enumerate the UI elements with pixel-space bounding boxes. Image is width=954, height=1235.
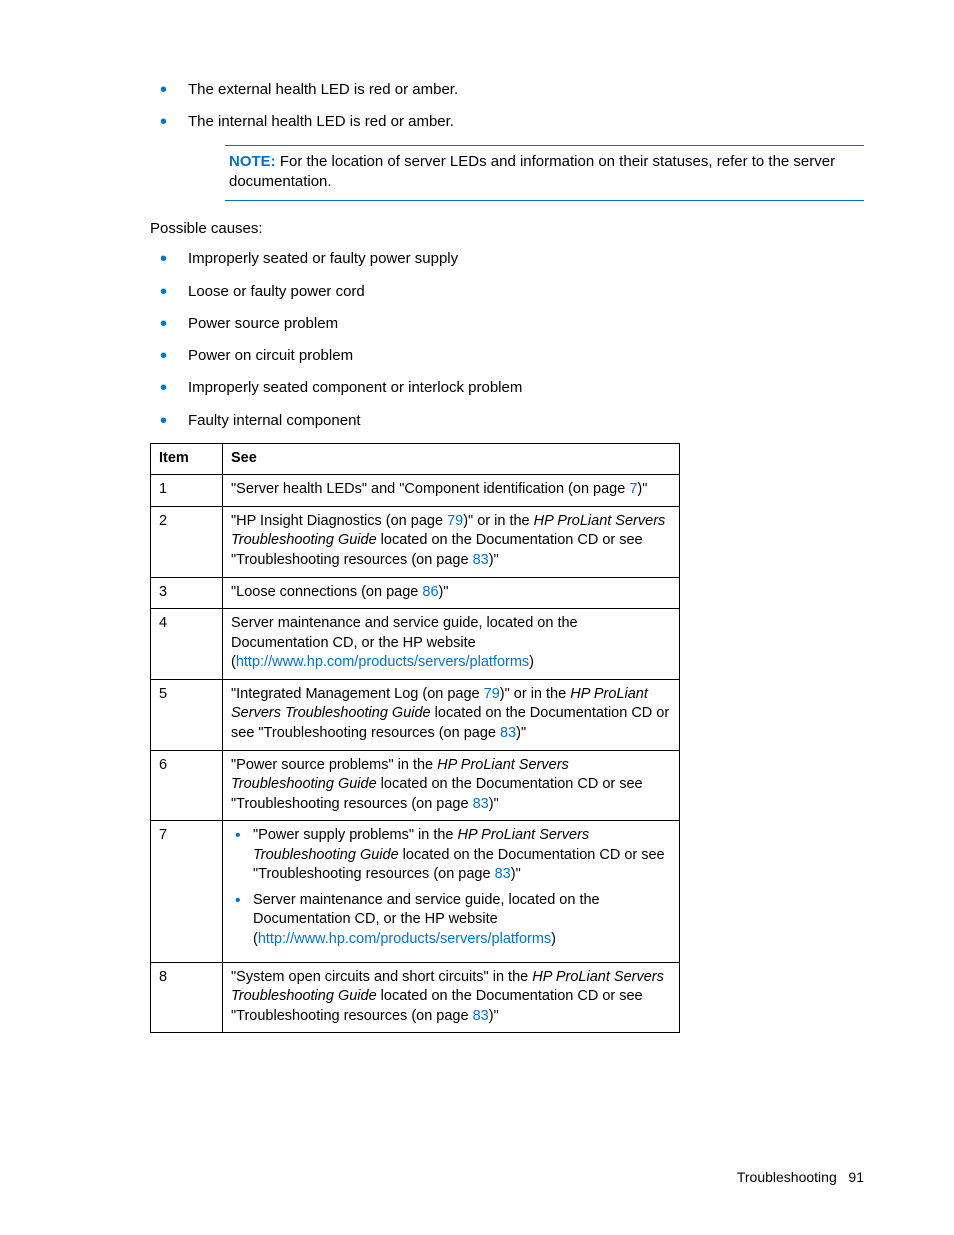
bullet-item: The external health LED is red or amber.	[150, 80, 864, 100]
note-box: NOTE: For the location of server LEDs an…	[225, 145, 864, 202]
table-row: 5"Integrated Management Log (on page 79)…	[151, 679, 680, 750]
bullet-item: Improperly seated component or interlock…	[150, 378, 864, 398]
note-text: For the location of server LEDs and info…	[229, 153, 835, 190]
bullet-item: Faulty internal component	[150, 411, 864, 431]
bullet-item: Loose or faulty power cord	[150, 282, 864, 302]
table-cell-see: "Integrated Management Log (on page 79)"…	[223, 679, 680, 750]
table-header-row: Item See	[151, 443, 680, 475]
table-row: 3"Loose connections (on page 86)"	[151, 577, 680, 609]
table-cell-see: "System open circuits and short circuits…	[223, 962, 680, 1033]
inner-bullet-list: "Power supply problems" in the HP ProLia…	[231, 826, 671, 949]
bullet-item: Power on circuit problem	[150, 346, 864, 366]
table-row: 8"System open circuits and short circuit…	[151, 962, 680, 1033]
table-cell-item: 7	[151, 821, 223, 962]
table-header-see: See	[223, 443, 680, 475]
table-cell-see: "Power supply problems" in the HP ProLia…	[223, 821, 680, 962]
table-cell-see: "Server health LEDs" and "Component iden…	[223, 475, 680, 507]
table-cell-see: "Loose connections (on page 86)"	[223, 577, 680, 609]
table-cell-item: 4	[151, 609, 223, 680]
table-row: 1"Server health LEDs" and "Component ide…	[151, 475, 680, 507]
possible-causes-label: Possible causes:	[150, 219, 864, 239]
note-label: NOTE:	[229, 153, 276, 170]
top-bullet-list: The external health LED is red or amber.…	[150, 80, 864, 133]
page-footer: Troubleshooting 91	[737, 1168, 864, 1187]
reference-table: Item See 1"Server health LEDs" and "Comp…	[150, 443, 680, 1034]
table-cell-item: 6	[151, 750, 223, 821]
table-header-item: Item	[151, 443, 223, 475]
table-row: 7"Power supply problems" in the HP ProLi…	[151, 821, 680, 962]
inner-bullet-item: Server maintenance and service guide, lo…	[231, 891, 671, 950]
footer-page-number: 91	[848, 1169, 864, 1185]
table-row: 6"Power source problems" in the HP ProLi…	[151, 750, 680, 821]
document-page: The external health LED is red or amber.…	[0, 0, 954, 1235]
table-cell-item: 2	[151, 506, 223, 577]
footer-section: Troubleshooting	[737, 1169, 837, 1185]
table-cell-item: 3	[151, 577, 223, 609]
table-cell-item: 1	[151, 475, 223, 507]
causes-bullet-list: Improperly seated or faulty power supply…	[150, 249, 864, 431]
bullet-item: Power source problem	[150, 314, 864, 334]
table-cell-item: 8	[151, 962, 223, 1033]
table-row: 2"HP Insight Diagnostics (on page 79)" o…	[151, 506, 680, 577]
bullet-item: Improperly seated or faulty power supply	[150, 249, 864, 269]
inner-bullet-item: "Power supply problems" in the HP ProLia…	[231, 826, 671, 885]
table-cell-item: 5	[151, 679, 223, 750]
table-cell-see: "Power source problems" in the HP ProLia…	[223, 750, 680, 821]
table-cell-see: "HP Insight Diagnostics (on page 79)" or…	[223, 506, 680, 577]
table-cell-see: Server maintenance and service guide, lo…	[223, 609, 680, 680]
table-row: 4Server maintenance and service guide, l…	[151, 609, 680, 680]
bullet-item: The internal health LED is red or amber.	[150, 112, 864, 132]
